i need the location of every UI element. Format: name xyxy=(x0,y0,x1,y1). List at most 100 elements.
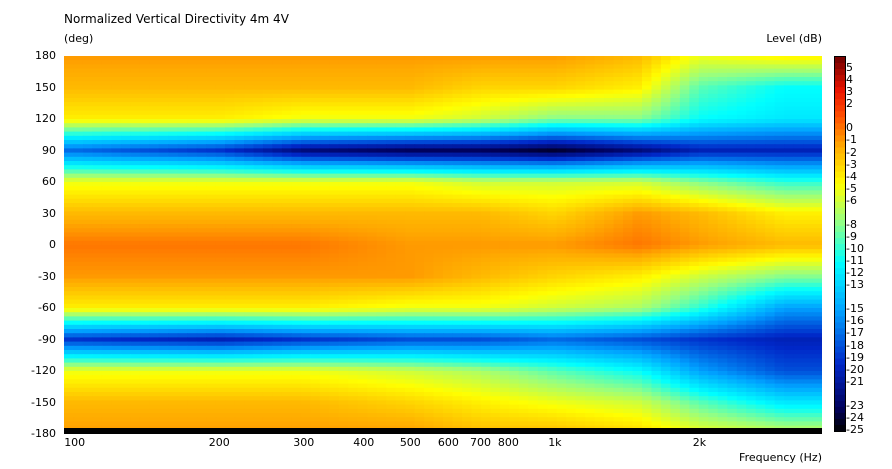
heatmap-cell xyxy=(130,144,141,149)
heatmap-cell xyxy=(632,85,643,91)
heatmap-cell xyxy=(793,295,804,301)
heatmap-cell xyxy=(139,165,150,170)
heatmap-cell xyxy=(73,119,84,124)
heatmap-cell xyxy=(518,72,529,78)
heatmap-cell xyxy=(632,261,643,267)
heatmap-cell xyxy=(262,240,274,246)
heatmap-cell xyxy=(670,85,681,91)
heatmap-cell xyxy=(319,228,330,233)
heatmap-cell xyxy=(765,274,776,280)
heatmap-cell xyxy=(111,148,122,154)
heatmap-cell xyxy=(433,72,444,78)
heatmap-cell xyxy=(272,312,283,317)
heatmap-cell xyxy=(613,308,624,313)
heatmap-cell xyxy=(92,228,103,233)
heatmap-cell xyxy=(319,224,330,229)
heatmap-cell xyxy=(386,119,397,124)
heatmap-cell xyxy=(499,287,510,292)
heatmap-cell xyxy=(120,165,131,170)
heatmap-cell xyxy=(803,64,814,70)
heatmap-cell xyxy=(803,261,814,267)
heatmap-cell xyxy=(158,64,169,70)
heatmap-cell xyxy=(338,144,349,149)
heatmap-cell xyxy=(168,198,179,204)
heatmap-cell xyxy=(120,135,131,141)
heatmap-cell xyxy=(64,140,75,145)
heatmap-cell xyxy=(244,295,255,301)
heatmap-cell xyxy=(120,152,131,158)
heatmap-cell xyxy=(509,245,520,250)
heatmap-cell xyxy=(509,215,520,221)
heatmap-cell xyxy=(755,215,766,221)
heatmap-cell xyxy=(206,68,217,74)
heatmap-cell xyxy=(196,135,207,141)
heatmap-cell xyxy=(291,123,302,128)
heatmap-cell xyxy=(443,156,454,162)
heatmap-cell xyxy=(755,56,766,61)
heatmap-cell xyxy=(376,215,387,221)
heatmap-cell xyxy=(101,131,112,137)
heatmap-cell xyxy=(566,215,577,221)
heatmap-cell xyxy=(537,152,548,158)
heatmap-cell xyxy=(528,77,539,82)
heatmap-cell xyxy=(300,140,311,145)
heatmap-cell xyxy=(424,299,435,305)
heatmap-cell xyxy=(727,131,738,137)
heatmap-cell xyxy=(480,278,491,284)
heatmap-cell xyxy=(253,303,264,309)
heatmap-cell xyxy=(139,308,150,313)
heatmap-cell xyxy=(490,219,501,225)
heatmap-cell xyxy=(395,81,406,86)
heatmap-cell xyxy=(755,123,766,128)
heatmap-cell xyxy=(547,278,558,284)
heatmap-cell xyxy=(187,308,198,313)
heatmap-cell xyxy=(329,156,340,162)
heatmap-cell xyxy=(499,72,510,78)
heatmap-cell xyxy=(452,182,463,187)
heatmap-cell xyxy=(130,282,141,288)
heatmap-cell xyxy=(386,152,397,158)
heatmap-cell xyxy=(755,207,766,212)
heatmap-cell xyxy=(310,106,321,112)
heatmap-cell xyxy=(168,152,179,158)
heatmap-cell xyxy=(319,232,330,238)
heatmap-cell xyxy=(300,232,311,238)
heatmap-cell xyxy=(101,257,112,263)
heatmap-cell xyxy=(461,127,473,133)
heatmap-cell xyxy=(338,173,349,179)
heatmap-cell xyxy=(348,261,359,267)
heatmap-cell xyxy=(120,156,131,162)
heatmap-cell xyxy=(641,190,653,196)
heatmap-cell xyxy=(594,110,605,116)
heatmap-cell xyxy=(158,245,169,250)
heatmap-cell xyxy=(215,299,226,305)
heatmap-cell xyxy=(623,182,634,187)
heatmap-cell xyxy=(82,173,94,179)
heatmap-cell xyxy=(480,81,491,86)
heatmap-cell xyxy=(765,140,776,145)
heatmap-cell xyxy=(803,165,814,170)
heatmap-cell xyxy=(348,77,359,82)
heatmap-cell xyxy=(689,257,700,263)
heatmap-cell xyxy=(262,211,274,217)
heatmap-cell xyxy=(376,152,387,158)
heatmap-cell xyxy=(234,266,245,271)
heatmap-cell xyxy=(660,140,671,145)
heatmap-cell xyxy=(708,165,719,170)
heatmap-cell xyxy=(670,123,681,128)
heatmap-cell xyxy=(158,102,169,107)
heatmap-cell xyxy=(101,72,112,78)
heatmap-cell xyxy=(443,135,454,141)
heatmap-cell xyxy=(244,123,255,128)
heatmap-cell xyxy=(556,190,567,196)
heatmap-cell xyxy=(168,123,179,128)
heatmap-cell xyxy=(187,110,198,116)
heatmap-cell xyxy=(452,240,463,246)
heatmap-cell xyxy=(149,131,160,137)
heatmap-cell xyxy=(120,102,131,107)
heatmap-cell xyxy=(196,190,207,196)
heatmap-cell xyxy=(812,127,822,133)
heatmap-cell xyxy=(319,270,330,275)
heatmap-cell xyxy=(774,274,785,280)
heatmap-cell xyxy=(452,278,463,284)
